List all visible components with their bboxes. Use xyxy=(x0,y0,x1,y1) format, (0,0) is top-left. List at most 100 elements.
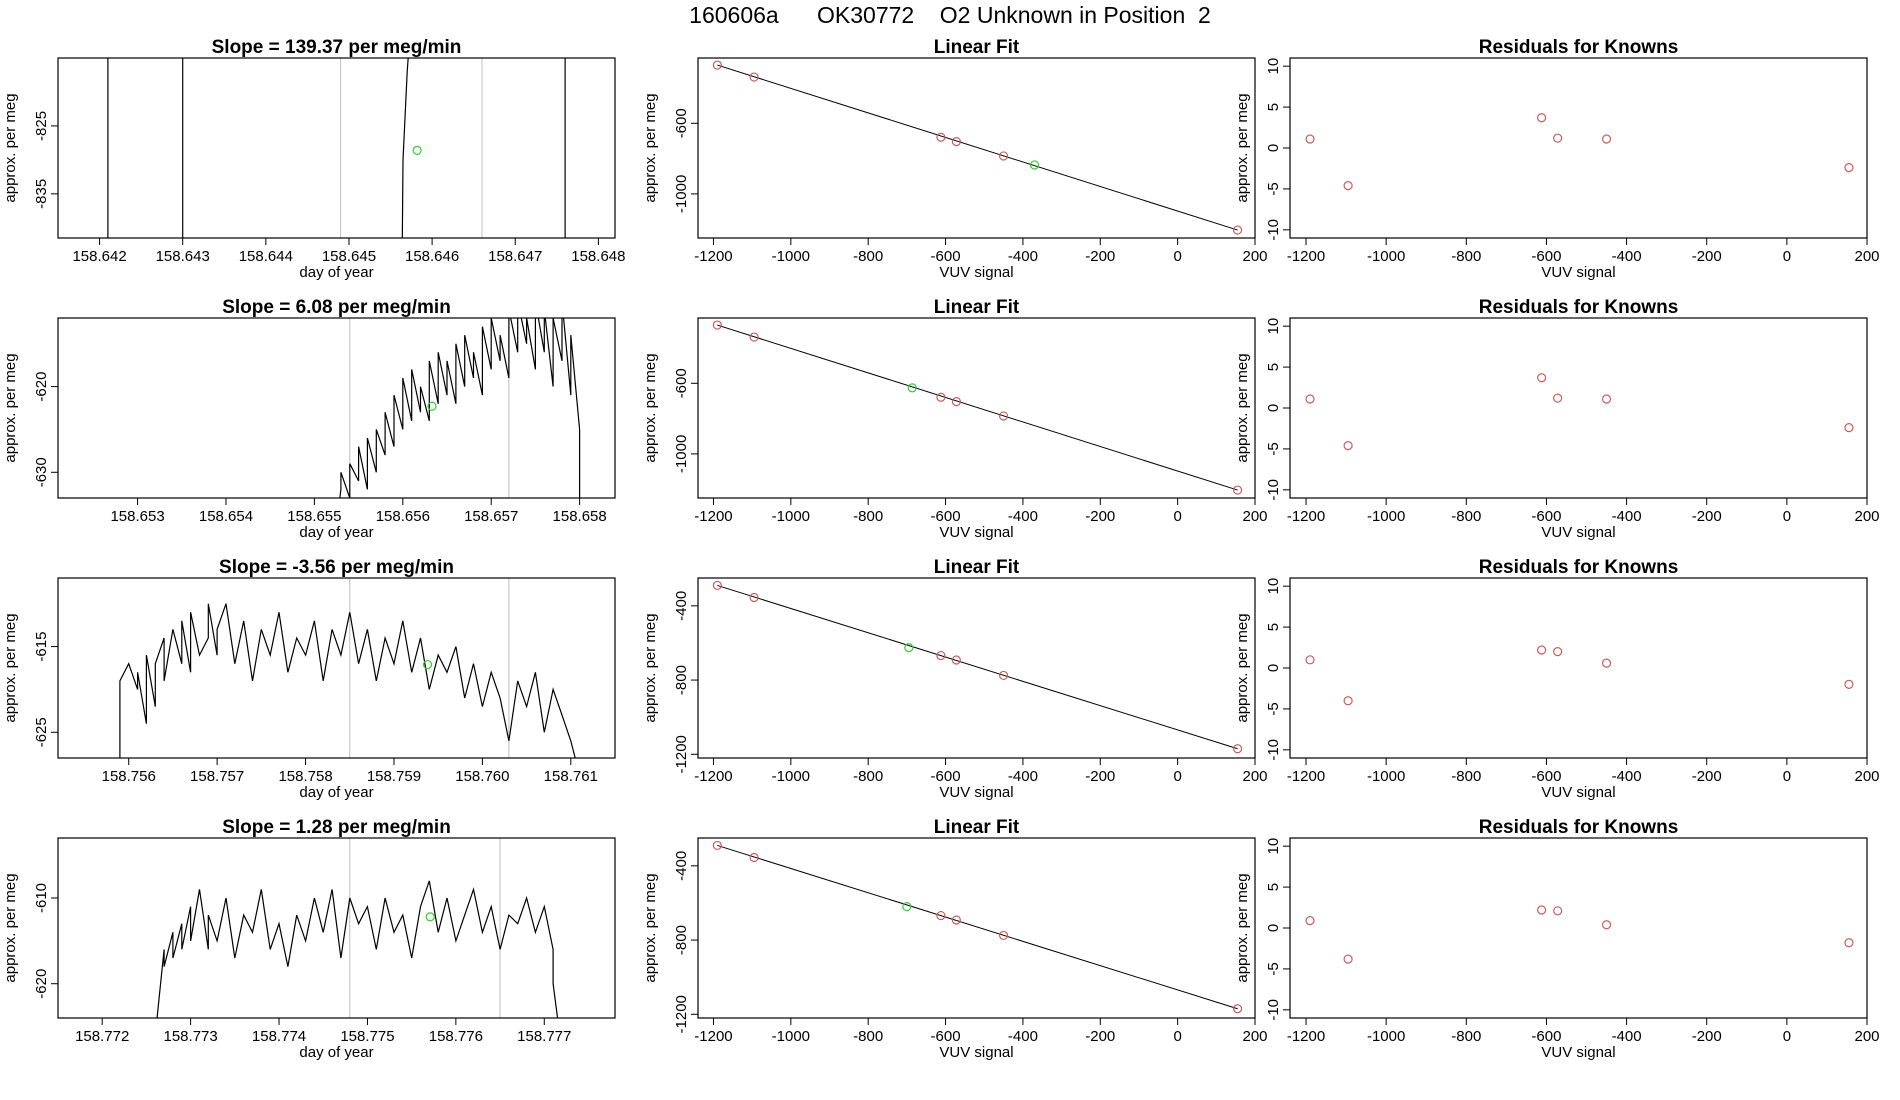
plot-area xyxy=(156,838,559,1018)
x-tick-label: 0 xyxy=(1783,248,1791,265)
residual-point xyxy=(1553,647,1563,657)
x-tick-label: -800 xyxy=(853,248,883,265)
plot-area xyxy=(339,318,581,498)
chart-panel-raw-1: Slope = 139.37 per meg/min 158.642 158.643… xyxy=(2,37,625,281)
plot-frame xyxy=(697,577,1256,759)
chart-title: Residuals for Knowns xyxy=(1479,557,1679,578)
plot-frame xyxy=(697,57,1256,239)
x-tick-label: 158.761 xyxy=(544,768,598,785)
x-axis-label: day of year xyxy=(299,1044,373,1061)
y-tick-label: 0 xyxy=(1265,924,1282,932)
known-point xyxy=(1232,225,1243,235)
x-axis-label: VUV signal xyxy=(939,524,1013,541)
y-tick-label: -625 xyxy=(33,717,50,747)
known-point xyxy=(749,592,759,603)
x-tick-label: 200 xyxy=(1854,508,1879,525)
plot-area xyxy=(712,60,1243,235)
x-tick-label: -200 xyxy=(1085,508,1115,525)
plot-frame xyxy=(57,837,616,1019)
y-tick-label: -400 xyxy=(673,851,690,881)
x-tick-label: -1000 xyxy=(772,248,810,265)
x-tick-label: 158.658 xyxy=(553,508,607,525)
y-tick-label: 10 xyxy=(1265,318,1282,335)
plot-frame xyxy=(57,57,616,239)
residual-point xyxy=(1553,393,1563,403)
x-tick-label: 158.643 xyxy=(156,248,210,265)
chart-panel-raw-3: Slope = -3.56 per meg/min 158.756 158.757 1… xyxy=(2,557,616,801)
y-tick-label: 5 xyxy=(1265,883,1282,891)
residual-point xyxy=(1537,905,1547,915)
x-tick-label: -200 xyxy=(1085,248,1115,265)
x-tick-label: 0 xyxy=(1783,508,1791,525)
y-tick-label: -600 xyxy=(673,368,690,398)
x-axis-label: VUV signal xyxy=(1541,524,1615,541)
fit-line xyxy=(717,324,1238,491)
residual-point xyxy=(1844,938,1854,948)
x-tick-label: -600 xyxy=(1531,1028,1561,1045)
residual-point xyxy=(1305,916,1315,926)
known-point xyxy=(951,915,961,925)
residual-point xyxy=(1553,906,1563,916)
x-tick-label: -400 xyxy=(1612,1028,1642,1045)
plot-area xyxy=(1305,905,1854,964)
x-tick-label: 158.756 xyxy=(102,768,156,785)
x-tick-label: -1000 xyxy=(1367,768,1405,785)
x-tick-label: 0 xyxy=(1173,768,1181,785)
y-tick-label: -835 xyxy=(33,179,50,209)
x-tick-label: 158.776 xyxy=(429,1028,483,1045)
y-axis-label: approx. per meg xyxy=(642,353,659,462)
chart-panel-raw-2: Slope = 6.08 per meg/min 158.653 158.654 15… xyxy=(2,297,616,541)
x-tick-label: -1000 xyxy=(1367,248,1405,265)
x-tick-label: 158.648 xyxy=(571,248,625,265)
x-tick-label: -800 xyxy=(1451,1028,1481,1045)
x-tick-label: 158.760 xyxy=(455,768,509,785)
x-tick-label: 158.646 xyxy=(405,248,459,265)
y-tick-label: -620 xyxy=(33,372,50,402)
x-tick-label: -200 xyxy=(1692,1028,1722,1045)
x-tick-label: -800 xyxy=(853,768,883,785)
x-tick-label: -1200 xyxy=(694,1028,732,1045)
y-tick-label: 0 xyxy=(1265,404,1282,412)
known-point xyxy=(998,670,1009,681)
x-tick-label: 0 xyxy=(1173,248,1181,265)
residual-point xyxy=(1601,134,1612,144)
x-axis-label: VUV signal xyxy=(1541,264,1615,281)
known-point xyxy=(936,132,946,142)
x-tick-label: -400 xyxy=(1008,248,1038,265)
y-tick-label: 0 xyxy=(1265,144,1282,152)
x-tick-label: 158.772 xyxy=(75,1028,129,1045)
x-tick-label: -200 xyxy=(1085,1028,1115,1045)
y-tick-label: -800 xyxy=(673,925,690,955)
x-tick-label: 158.645 xyxy=(322,248,376,265)
chart-title: Slope = 6.08 per meg/min xyxy=(222,297,451,318)
x-tick-label: 158.654 xyxy=(199,508,253,525)
chart-panel-fit-2: Linear Fit -1200 -1000 -800 -600 -400 -200 0 200… xyxy=(642,297,1268,541)
chart-panel-residuals-4: Residuals for Knowns-1200 -1000 -800 -600 -4… xyxy=(1234,817,1880,1061)
x-tick-label: 200 xyxy=(1854,1028,1879,1045)
y-tick-label: -620 xyxy=(33,969,50,999)
x-tick-label: -400 xyxy=(1008,508,1038,525)
y-axis-label: approx. per meg xyxy=(642,93,659,202)
signal-line xyxy=(339,318,581,498)
x-tick-label: 158.773 xyxy=(164,1028,218,1045)
x-axis-label: day of year xyxy=(299,264,373,281)
y-tick-label: -10 xyxy=(1265,219,1282,241)
plot-frame xyxy=(697,837,1256,1019)
y-tick-label: -10 xyxy=(1265,479,1282,501)
x-tick-label: 158.642 xyxy=(72,248,126,265)
x-tick-label: -800 xyxy=(853,1028,883,1045)
plot-area xyxy=(712,580,1243,754)
unknown-marker xyxy=(427,401,437,411)
residual-point xyxy=(1601,394,1612,404)
known-point xyxy=(749,332,759,342)
y-tick-label: -600 xyxy=(673,108,690,138)
residual-point xyxy=(1553,133,1563,143)
x-axis-label: VUV signal xyxy=(1541,784,1615,801)
residual-point xyxy=(1537,373,1547,383)
chart-panel-residuals-2: Residuals for Knowns-1200 -1000 -800 -600 -4… xyxy=(1234,297,1880,541)
x-tick-label: -1200 xyxy=(1287,508,1325,525)
y-tick-label: -1000 xyxy=(673,435,690,473)
x-axis-label: VUV signal xyxy=(939,784,1013,801)
x-tick-label: -400 xyxy=(1612,248,1642,265)
x-tick-label: -400 xyxy=(1008,768,1038,785)
